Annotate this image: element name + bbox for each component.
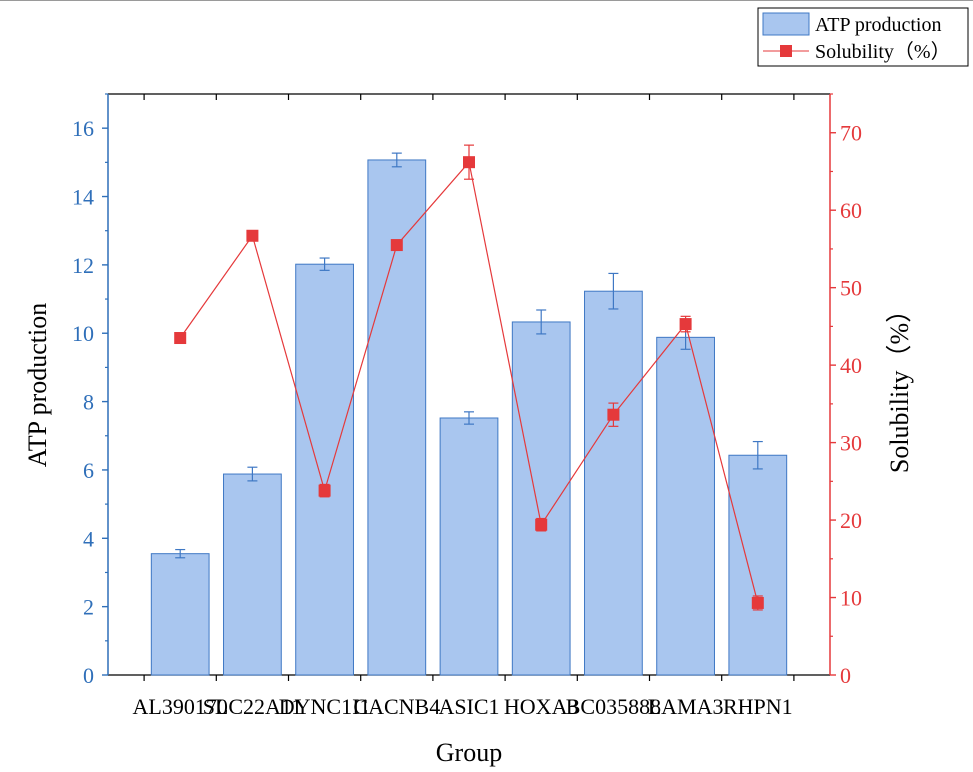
y2-tick-label: 40 — [840, 353, 862, 378]
solubility-marker — [535, 518, 548, 531]
y-tick-label: 2 — [83, 595, 94, 620]
x-tick-label: DYNC1I1 — [279, 694, 371, 719]
x-axis-title: Group — [436, 738, 502, 767]
legend-entry-solubility: Solubility（%） — [815, 40, 951, 63]
y2-tick-label: 70 — [840, 121, 862, 146]
y-tick-label: 0 — [83, 663, 94, 688]
solubility-marker — [751, 596, 764, 609]
line-series — [174, 144, 764, 611]
legend-entry-atp: ATP production — [815, 14, 941, 36]
solubility-marker — [174, 332, 187, 345]
legend-bar-swatch — [762, 12, 810, 36]
bar — [439, 417, 499, 676]
x-tick-label: RHPN1 — [723, 694, 793, 719]
y-tick-label: 10 — [72, 321, 94, 346]
y-tick-label: 8 — [83, 390, 94, 415]
bar — [656, 336, 715, 676]
legend: ATP production Solubility（%） — [757, 7, 969, 67]
y2-tick-label: 60 — [840, 198, 862, 223]
x-tick-label: BC035888 — [566, 694, 661, 719]
x-tick-label: CACNB4 — [353, 694, 440, 719]
y-tick-label: 16 — [72, 116, 94, 141]
y-tick-label: 14 — [72, 185, 94, 210]
y2-tick-label: 20 — [840, 508, 862, 533]
bar — [150, 553, 210, 676]
x-tick-label: HOXA3 — [504, 694, 579, 719]
solubility-marker — [463, 156, 475, 169]
solubility-marker — [679, 318, 692, 331]
solubility-marker — [318, 484, 331, 497]
y2-axis-title: Solubility（%） — [885, 297, 914, 473]
solubility-marker — [607, 408, 620, 421]
bar — [511, 321, 571, 676]
axes: 0 2 4 6 8 10 12 14 16 0 10 20 30 40 50 60 70 AL390170SLC2… — [72, 93, 862, 719]
x-tick-label: AL390170 — [133, 694, 228, 719]
y2-tick-label: 30 — [840, 431, 862, 456]
bar — [223, 473, 282, 676]
y-tick-label: 4 — [83, 526, 94, 551]
y2-tick-label: 0 — [840, 663, 851, 688]
x-tick-label: ASIC1 — [438, 694, 499, 719]
bar — [584, 290, 643, 676]
legend-marker-square — [780, 45, 792, 57]
bar — [295, 263, 354, 676]
solubility-marker — [246, 229, 259, 242]
bar — [728, 454, 788, 676]
y2-tick-label: 50 — [840, 276, 862, 301]
y-tick-label: 6 — [83, 458, 94, 483]
window-top-rule — [0, 0, 973, 1]
solubility-marker — [390, 239, 403, 252]
y-axis-title: ATP production — [23, 303, 52, 467]
bar-series — [150, 152, 788, 676]
y2-tick-label: 10 — [840, 586, 862, 611]
x-tick-label: LAMA3 — [648, 694, 724, 719]
bar — [367, 159, 427, 676]
y-tick-label: 12 — [72, 253, 94, 278]
x-tick-label: SLC22A11 — [203, 694, 302, 719]
